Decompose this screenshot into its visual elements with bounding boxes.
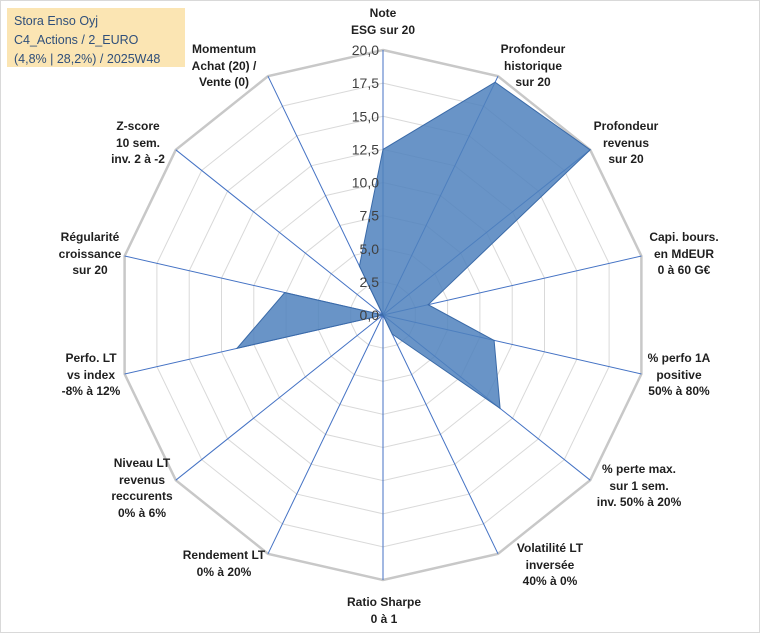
axis-label-perfo-1a: % perfo 1A positive 50% à 80% (647, 351, 711, 398)
title-line-2: C4_Actions / 2_EURO (14, 33, 139, 47)
data-point-2 (589, 149, 591, 151)
data-point-5 (499, 407, 501, 409)
data-point-6 (391, 333, 393, 335)
axis-label-perfo-lt: Perfo. LT vs index -8% à 12% (61, 351, 121, 398)
tick-label-5: 12,5 (352, 141, 379, 157)
axis-label-perte-max: % perte max. sur 1 sem. inv. 50% à 20% (596, 462, 682, 509)
data-point-13 (358, 265, 360, 267)
data-area (235, 81, 591, 410)
tick-label-2: 5,0 (360, 241, 380, 257)
tick-label-6: 15,0 (352, 108, 379, 124)
axis-spoke-8 (267, 314, 384, 555)
data-point-0 (382, 148, 384, 150)
data-point-3 (427, 304, 429, 306)
data-point-11 (284, 292, 286, 294)
tick-label-3: 7,5 (360, 208, 380, 224)
axis-label-volatilite: Volatilité LT inversée 40% à 0% (516, 541, 584, 588)
tick-label-8: 20,0 (352, 42, 379, 58)
title-line-3: (4,8% | 28,2%) / 2025W48 (14, 52, 161, 66)
tick-label-4: 10,0 (352, 175, 379, 191)
axis-label-momentum: Momentum Achat (20) / Vente (0) (191, 42, 257, 89)
data-point-10 (236, 347, 238, 349)
axis-spoke-9 (175, 314, 384, 481)
axis-label-rendement-lt: Rendement LT 0% à 20% (182, 548, 266, 579)
axis-label-profondeur-historique: Profondeur historique sur 20 (500, 42, 566, 89)
axis-label-zscore: Z-score 10 sem. inv. 2 à -2 (111, 119, 165, 166)
axis-label-profondeur-revenus: Profondeur revenus sur 20 (593, 119, 659, 166)
data-point-12 (382, 314, 384, 316)
chart-title-box: Stora Enso Oyj C4_Actions / 2_EURO (4,8%… (7, 8, 185, 67)
data-point-4 (493, 339, 495, 341)
tick-label-0: 0,0 (360, 307, 380, 323)
axis-spoke-6 (382, 314, 499, 555)
tick-label-1: 2,5 (360, 274, 380, 290)
axis-label-ratio-sharpe: Ratio Sharpe 0 à 1 (346, 595, 421, 626)
data-point-1 (494, 81, 496, 83)
axis-label-niveau-lt: Niveau LT revenus reccurents 0% à 6% (111, 456, 173, 520)
title-line-1: Stora Enso Oyj (14, 14, 99, 28)
axis-label-regularite: Régularité croissance sur 20 (58, 230, 122, 277)
tick-label-7: 17,5 (352, 75, 379, 91)
axis-spoke-12 (175, 149, 384, 316)
axis-label-esg: Note ESG sur 20 (350, 6, 416, 37)
axis-label-capi-bours: Capi. bours. en MdEUR 0 à 60 G€ (649, 230, 719, 277)
